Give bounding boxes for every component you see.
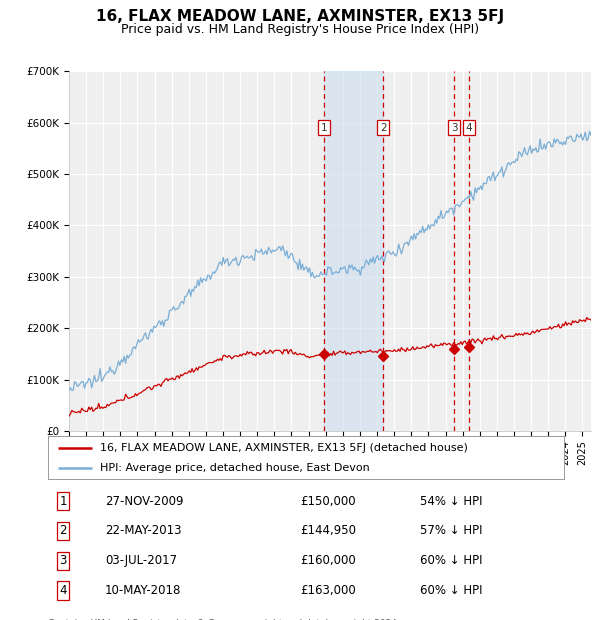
Text: 27-NOV-2009: 27-NOV-2009 bbox=[105, 495, 184, 508]
Text: Price paid vs. HM Land Registry's House Price Index (HPI): Price paid vs. HM Land Registry's House … bbox=[121, 23, 479, 36]
Text: 2: 2 bbox=[380, 123, 387, 133]
Text: 2: 2 bbox=[59, 525, 67, 538]
Text: 4: 4 bbox=[59, 584, 67, 597]
Text: 1: 1 bbox=[59, 495, 67, 508]
Text: 3: 3 bbox=[59, 554, 67, 567]
Text: 16, FLAX MEADOW LANE, AXMINSTER, EX13 5FJ: 16, FLAX MEADOW LANE, AXMINSTER, EX13 5F… bbox=[96, 9, 504, 24]
Text: £160,000: £160,000 bbox=[300, 554, 356, 567]
Bar bbox=[324, 71, 383, 431]
Text: 03-JUL-2017: 03-JUL-2017 bbox=[105, 554, 177, 567]
Text: 16, FLAX MEADOW LANE, AXMINSTER, EX13 5FJ (detached house): 16, FLAX MEADOW LANE, AXMINSTER, EX13 5F… bbox=[100, 443, 467, 453]
Text: 1: 1 bbox=[320, 123, 328, 133]
Text: Contains HM Land Registry data © Crown copyright and database right 2024.
This d: Contains HM Land Registry data © Crown c… bbox=[48, 619, 400, 620]
Text: 57% ↓ HPI: 57% ↓ HPI bbox=[420, 525, 482, 538]
Text: £163,000: £163,000 bbox=[300, 584, 356, 597]
Text: £144,950: £144,950 bbox=[300, 525, 356, 538]
Text: 3: 3 bbox=[451, 123, 457, 133]
Text: 54% ↓ HPI: 54% ↓ HPI bbox=[420, 495, 482, 508]
Text: HPI: Average price, detached house, East Devon: HPI: Average price, detached house, East… bbox=[100, 463, 370, 473]
Text: 10-MAY-2018: 10-MAY-2018 bbox=[105, 584, 181, 597]
Text: 60% ↓ HPI: 60% ↓ HPI bbox=[420, 554, 482, 567]
Text: 22-MAY-2013: 22-MAY-2013 bbox=[105, 525, 182, 538]
Text: 60% ↓ HPI: 60% ↓ HPI bbox=[420, 584, 482, 597]
Text: £150,000: £150,000 bbox=[300, 495, 356, 508]
Text: 4: 4 bbox=[466, 123, 472, 133]
